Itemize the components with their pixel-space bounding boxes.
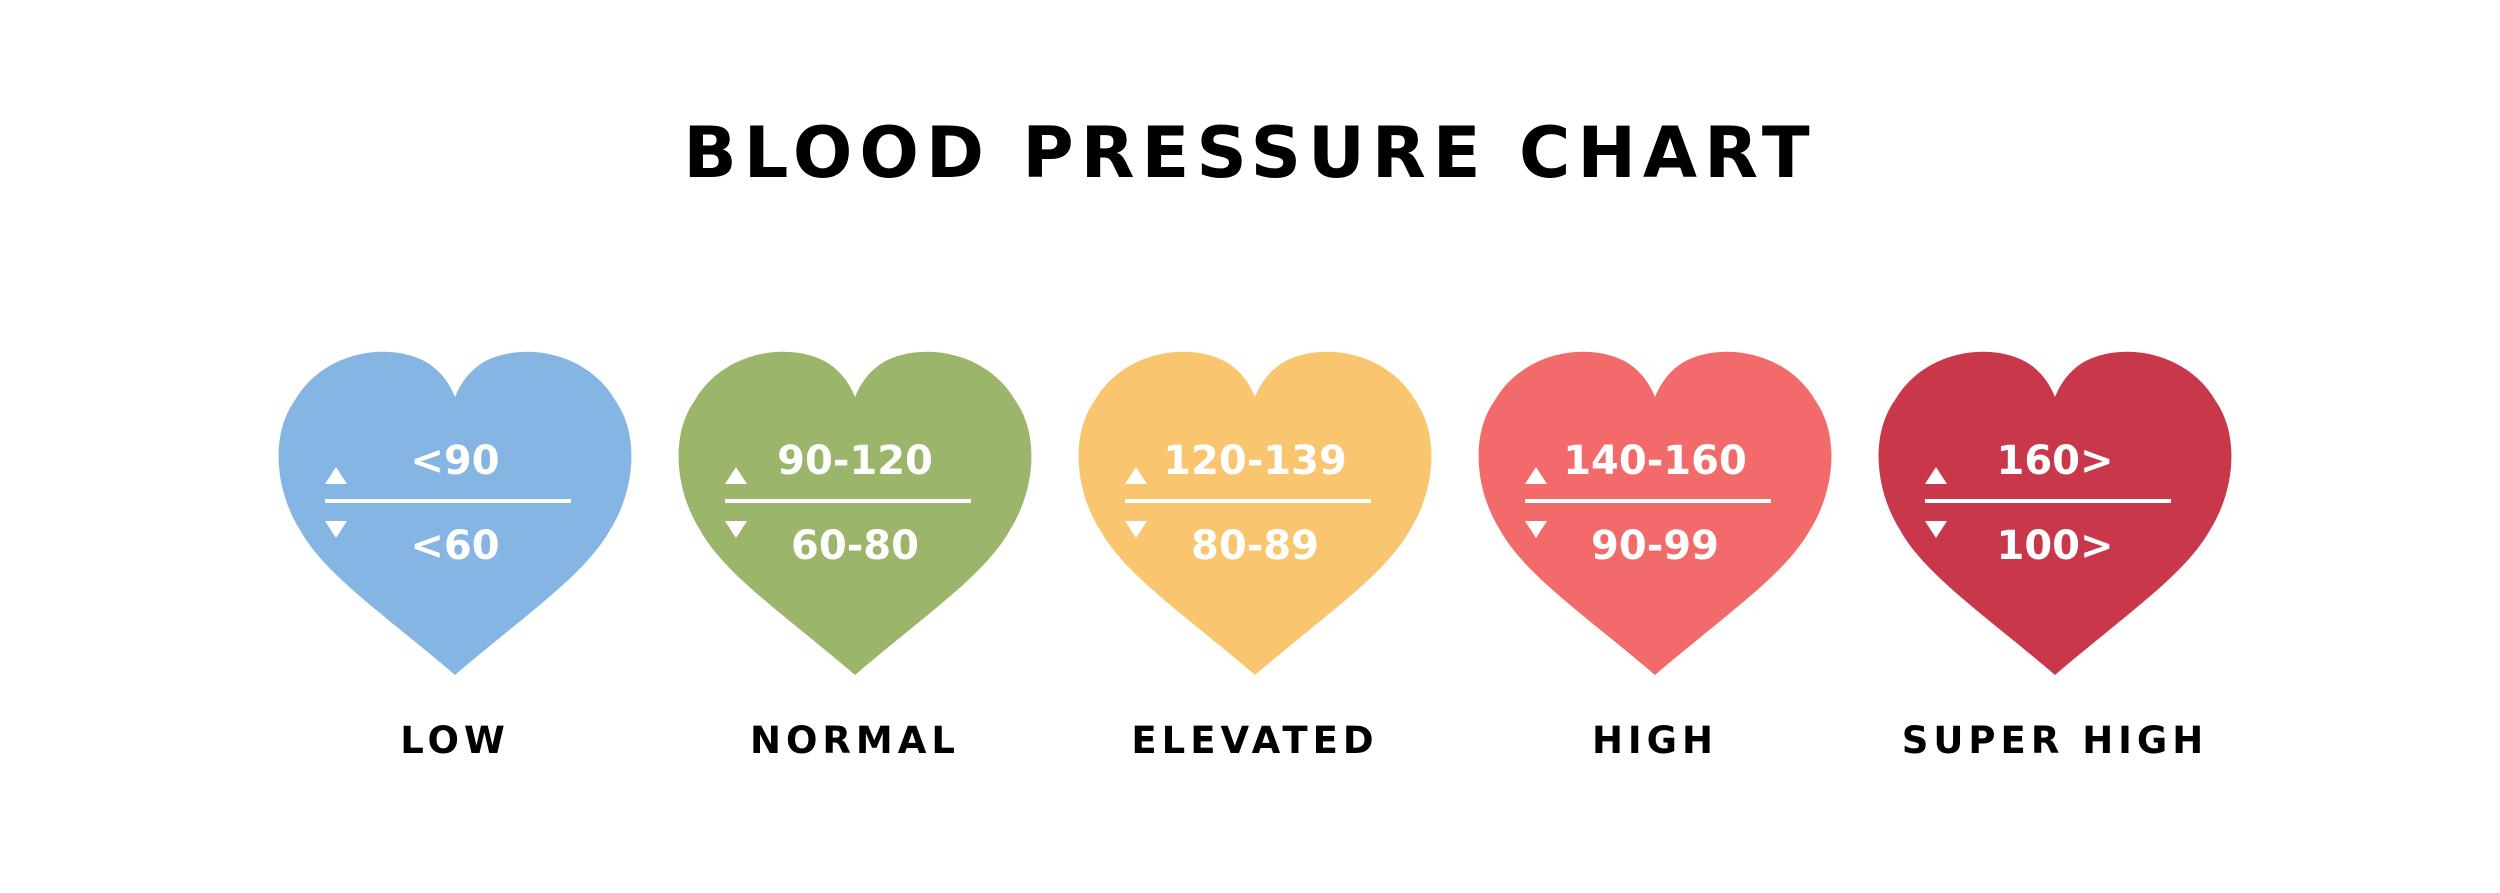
category-card-super-high: 160> 100> SUPER HIGH <box>1875 345 2235 785</box>
divider <box>1125 499 1371 503</box>
systolic-value: 90-120 <box>777 438 933 484</box>
heart-icon <box>1478 351 1832 675</box>
category-card-normal: 90-120 60-80 NORMAL <box>675 345 1035 785</box>
systolic-value: 140-160 <box>1563 438 1747 484</box>
category-label: LOW <box>400 719 510 762</box>
category-card-high: 140-160 90-99 HIGH <box>1475 345 1835 785</box>
triangle-up-icon <box>1125 467 1147 484</box>
divider <box>1925 499 2171 503</box>
triangle-up-icon <box>325 467 347 484</box>
heart-icon <box>1078 351 1432 675</box>
diastolic-value: 60-80 <box>791 523 919 569</box>
triangle-up-icon <box>725 467 747 484</box>
category-card-elevated: 120-139 80-89 ELEVATED <box>1075 345 1435 785</box>
diastolic-value: 100> <box>1996 523 2114 569</box>
triangle-down-icon <box>1525 521 1547 538</box>
systolic-value: 120-139 <box>1163 438 1347 484</box>
heart-icon <box>678 351 1032 675</box>
triangle-down-icon <box>325 521 347 538</box>
triangle-up-icon <box>1925 467 1947 484</box>
triangle-down-icon <box>1125 521 1147 538</box>
divider <box>725 499 971 503</box>
category-label: HIGH <box>1591 719 1719 762</box>
triangle-down-icon <box>725 521 747 538</box>
page-title: BLOOD PRESSURE CHART <box>683 112 1817 194</box>
divider <box>1525 499 1771 503</box>
diastolic-value: <60 <box>410 523 500 569</box>
category-card-low: <90 <60 LOW <box>275 345 635 785</box>
heart-icon <box>278 351 632 675</box>
heart-icon <box>1878 351 2232 675</box>
triangle-down-icon <box>1925 521 1947 538</box>
category-label: ELEVATED <box>1131 719 1379 762</box>
systolic-value: <90 <box>410 438 500 484</box>
systolic-value: 160> <box>1996 438 2114 484</box>
category-label: NORMAL <box>750 719 960 762</box>
diastolic-value: 90-99 <box>1591 523 1719 569</box>
diastolic-value: 80-89 <box>1191 523 1319 569</box>
triangle-up-icon <box>1525 467 1547 484</box>
divider <box>325 499 571 503</box>
category-label: SUPER HIGH <box>1901 719 2209 762</box>
